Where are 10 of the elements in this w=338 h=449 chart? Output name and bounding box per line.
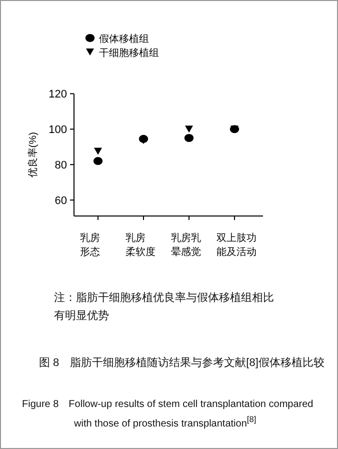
text: 注：脂肪干细胞移植优良率与假体移植组相比有明显优势: [54, 290, 275, 324]
legend-label: 干细胞移植组: [99, 47, 159, 59]
y-tick-label: 80: [54, 160, 67, 172]
y-tick-label: 60: [54, 195, 67, 208]
caption: Figure 8 Follow-up results of stem cell transplantation compared with those of prosthesis transplantation$^{[8]}$: [22, 398, 314, 432]
y-tick-label: 120: [48, 88, 67, 101]
y-tick-label: 100: [48, 124, 67, 136]
text: 图 8 脂肪干细胞移植随访结果与参考文献[8]假体移植比较: [39, 356, 326, 371]
y-axis-title: 优良率(%): [27, 132, 39, 178]
legend-label: 假体移植组: [99, 33, 149, 45]
